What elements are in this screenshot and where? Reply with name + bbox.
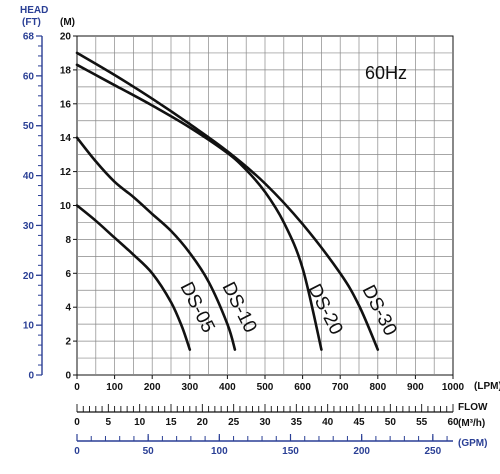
flow-tick-label: 15 (165, 417, 177, 428)
curve-ds-05 (75, 204, 192, 351)
head-m-tick-label: 0 (65, 371, 71, 382)
head-m-tick-label: 18 (60, 65, 72, 76)
grid-layer (76, 35, 454, 376)
head-m-tick-label: 8 (65, 235, 71, 246)
head-m-tick-label: 2 (65, 337, 71, 348)
lpm-tick-label: 0 (74, 382, 80, 393)
curve-ds-20 (75, 63, 323, 351)
flow-tick-label: 30 (259, 417, 271, 428)
head-ft-tick-label: 20 (23, 271, 35, 282)
head-ft-tick-label: 50 (23, 121, 35, 132)
flow-tick-label: 0 (74, 417, 80, 428)
flow-tick-label: 20 (197, 417, 209, 428)
head-ft-unit: (FT) (22, 17, 41, 28)
head-ft-tick-label: 60 (23, 71, 35, 82)
gpm-tick-label: 50 (143, 446, 155, 457)
flow-tick-label: 5 (106, 417, 112, 428)
flow-tick-label: 45 (353, 417, 365, 428)
flow-tick-label: 35 (291, 417, 303, 428)
flow-tick-label: 50 (385, 417, 397, 428)
lpm-tick-label: 1000 (442, 382, 465, 393)
head-ft-tick-label: 30 (23, 221, 35, 232)
head-m-unit: (M) (60, 17, 75, 28)
head-ft-tick-label: 10 (23, 321, 35, 332)
lpm-unit: (LPM) (474, 381, 500, 392)
flow-tick-label: 10 (134, 417, 146, 428)
gpm-tick-label: 200 (353, 446, 370, 457)
curve-layer (75, 51, 380, 351)
lpm-tick-label: 100 (106, 382, 123, 393)
gpm-tick-label: 0 (74, 446, 80, 457)
flow-tick-label: 60 (447, 417, 459, 428)
head-ft-tick-label: 68 (23, 32, 35, 43)
gpm-unit: (GPM) (458, 438, 487, 449)
head-ft-tick-label: 40 (23, 171, 35, 182)
curve-ds-10 (75, 136, 237, 351)
flow-axis-title: FLOW (458, 402, 488, 413)
flow-tick-label: 55 (416, 417, 428, 428)
lpm-tick-label: 500 (257, 382, 274, 393)
flow-unit: (M³/h) (458, 418, 485, 429)
head-m-tick-label: 20 (60, 32, 72, 43)
flow-tick-label: 25 (228, 417, 240, 428)
head-ft-tick-label: 0 (28, 371, 34, 382)
head-m-tick-label: 12 (60, 167, 72, 178)
frequency-label: 60Hz (365, 63, 407, 83)
lpm-tick-label: 200 (144, 382, 161, 393)
lpm-tick-label: 900 (407, 382, 424, 393)
gpm-tick-label: 100 (211, 446, 228, 457)
lpm-tick-label: 800 (369, 382, 386, 393)
head-m-tick-label: 4 (65, 303, 71, 314)
head-m-tick-label: 14 (60, 133, 72, 144)
head-m-tick-label: 6 (65, 269, 71, 280)
flow-tick-label: 40 (322, 417, 334, 428)
curve-ds-30 (75, 51, 380, 351)
gpm-tick-label: 150 (282, 446, 299, 457)
head-m-tick-label: 16 (60, 99, 72, 110)
lpm-tick-label: 400 (219, 382, 236, 393)
lpm-tick-label: 700 (332, 382, 349, 393)
lpm-tick-label: 300 (181, 382, 198, 393)
head-m-tick-label: 10 (60, 201, 72, 212)
lpm-tick-label: 600 (294, 382, 311, 393)
gpm-tick-label: 250 (424, 446, 441, 457)
head-axis-title: HEAD (20, 5, 48, 16)
